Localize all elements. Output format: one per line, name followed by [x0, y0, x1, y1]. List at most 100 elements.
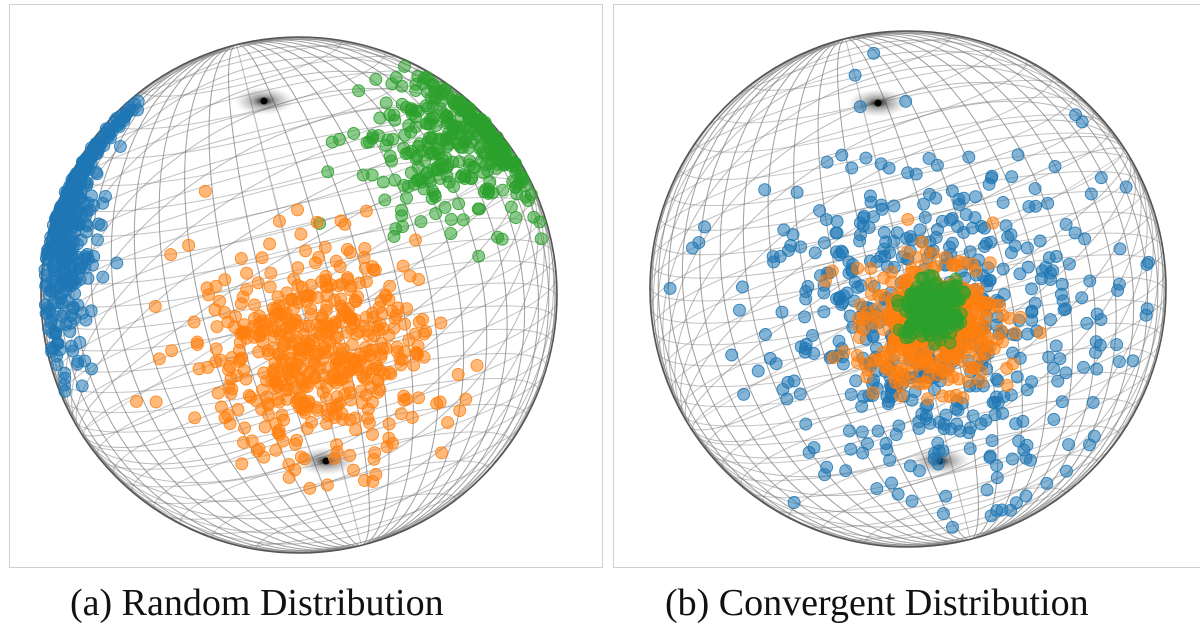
cluster-1-point: [806, 328, 819, 342]
cluster-2-point: [413, 137, 427, 151]
cluster-1-point: [939, 489, 953, 503]
cluster-3-point: [347, 463, 360, 477]
cluster-1-point: [849, 374, 863, 388]
cluster-2-point: [468, 161, 482, 175]
cluster-1-point: [1140, 258, 1154, 271]
cluster-1-point: [735, 280, 749, 294]
cluster-2-point: [1002, 311, 1016, 325]
cluster-1-point: [1013, 267, 1027, 281]
cluster-2-point: [938, 250, 952, 264]
cluster-2-point: [978, 296, 992, 310]
cluster-3-point: [261, 398, 275, 412]
cluster-2-point: [1033, 326, 1047, 340]
cluster-2-point: [950, 258, 964, 272]
embedding-points: [663, 46, 1155, 534]
cluster-1-point: [808, 246, 822, 260]
cluster-2-point: [963, 324, 977, 338]
cluster-3-point: [430, 397, 444, 410]
cluster-2-point: [456, 213, 470, 227]
cluster-1-point: [979, 413, 993, 427]
cluster-2-point: [942, 363, 956, 377]
cluster-2-point: [458, 172, 472, 185]
cluster-2-point: [445, 128, 459, 142]
cluster-1-point: [931, 457, 945, 471]
cluster-2-point: [865, 287, 878, 301]
cluster-2-point: [911, 358, 925, 372]
cluster-1-point: [737, 387, 751, 401]
cluster-3-point: [382, 293, 396, 306]
cluster-1-point: [969, 190, 982, 204]
cluster-1-point: [1062, 257, 1076, 271]
cluster-2-point: [919, 245, 933, 259]
cluster-3-point: [922, 328, 936, 342]
cluster-2-point: [400, 191, 413, 205]
cluster-1-point: [42, 322, 55, 336]
cluster-1-point: [1110, 338, 1124, 352]
cluster-1-point: [1011, 148, 1025, 162]
cluster-1-point: [836, 246, 849, 260]
cluster-2-point: [909, 250, 923, 264]
cluster-3-point: [362, 416, 376, 430]
cluster-2-point: [388, 173, 402, 187]
embedding-points: [38, 60, 548, 495]
cluster-1-point: [99, 190, 112, 203]
cluster-3-point: [130, 394, 143, 408]
cluster-1-point: [985, 434, 999, 448]
cluster-3-point: [366, 427, 379, 441]
cluster-3-point: [248, 298, 261, 312]
cluster-1-point: [125, 103, 139, 117]
cluster-1-point: [1093, 338, 1107, 352]
cluster-1-point: [1068, 226, 1082, 240]
cluster-2-point: [1000, 378, 1014, 392]
cluster-2-point: [379, 139, 393, 152]
cluster-1-point: [77, 261, 91, 275]
cluster-1-point: [758, 183, 772, 197]
cluster-1-point: [55, 287, 69, 301]
cluster-3-point: [928, 278, 942, 292]
cluster-2-point: [504, 155, 518, 169]
cluster-2-point: [971, 282, 985, 296]
cluster-1-point: [1025, 282, 1039, 296]
caption-random-distribution: (a) Random Distribution: [70, 582, 444, 624]
cluster-1-point: [930, 158, 944, 172]
cluster-2-point: [378, 193, 392, 207]
cluster-1-point: [980, 483, 994, 497]
cluster-1-point: [1090, 362, 1104, 376]
cluster-1-point: [1062, 438, 1076, 452]
cluster-1-point: [793, 387, 807, 401]
cluster-2-point: [851, 261, 865, 275]
cluster-1-point: [983, 451, 997, 464]
cluster-3-point: [152, 352, 166, 366]
cluster-1-point: [66, 344, 80, 358]
cluster-2-point: [379, 96, 393, 110]
cluster-3-point: [328, 318, 341, 332]
cluster-2-point: [472, 249, 486, 263]
cluster-3-point: [280, 378, 294, 392]
cluster-2-point: [365, 168, 379, 182]
cluster-3-point: [338, 387, 352, 401]
cluster-1-point: [48, 212, 62, 226]
cluster-3-point: [164, 248, 178, 262]
cluster-3-point: [412, 273, 426, 286]
cluster-2-point: [894, 389, 908, 403]
cluster-1-point: [733, 303, 746, 317]
cluster-3-point: [250, 444, 264, 458]
cluster-1-point: [1059, 217, 1073, 231]
cluster-3-point: [375, 307, 389, 320]
cluster-1-point: [1083, 438, 1096, 452]
cluster-3-point: [310, 215, 324, 229]
cluster-3-point: [340, 366, 354, 379]
cluster-2-point: [860, 370, 873, 384]
cluster-2-point: [411, 69, 425, 83]
cluster-3-point: [470, 358, 484, 372]
cluster-1-point: [57, 251, 71, 265]
cluster-1-point: [1004, 503, 1018, 517]
cluster-3-point: [258, 420, 272, 434]
cluster-2-point: [404, 166, 418, 180]
cluster-1-point: [769, 357, 783, 371]
cluster-1-point: [1044, 313, 1057, 327]
cluster-2-point: [918, 376, 932, 390]
cluster-1-point: [863, 189, 877, 203]
cluster-1-point: [41, 301, 55, 315]
cluster-3-point: [348, 411, 362, 425]
